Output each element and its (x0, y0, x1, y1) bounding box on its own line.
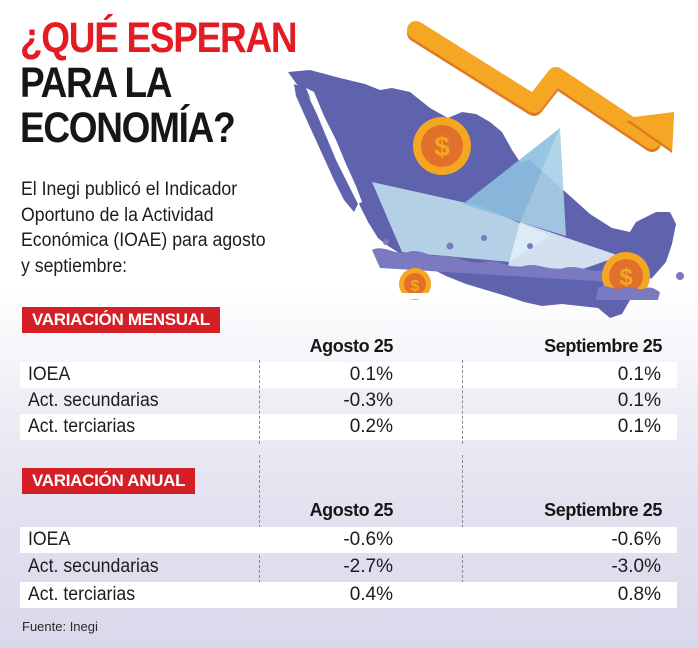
svg-text:$: $ (619, 264, 633, 291)
row-label: IOEA (28, 364, 71, 385)
svg-text:$: $ (411, 278, 420, 295)
value-agosto: -0.3% (343, 390, 393, 411)
coin-dollar-icon: $ (394, 268, 438, 300)
value-septiembre: 0.1% (617, 390, 661, 411)
row-label: Act. secundarias (28, 556, 159, 577)
illustration: $ $ $ (280, 0, 698, 330)
annual-col-septiembre: Septiembre 25 (544, 500, 662, 520)
coin-dollar-icon: $ (413, 117, 471, 175)
column-divider (259, 360, 260, 444)
row-label: IOEA (28, 529, 71, 550)
down-trend-arrow-icon (407, 21, 674, 153)
coin-dollar-icon: $ (596, 252, 660, 300)
value-agosto: 0.1% (349, 364, 393, 385)
monthly-col-agosto: Agosto 25 (309, 336, 394, 356)
source-note: Fuente: Inegi (22, 619, 98, 634)
paper-boat-icon (372, 128, 620, 270)
row-label: Act. secundarias (28, 390, 159, 411)
value-septiembre: 0.1% (617, 364, 661, 385)
annual-section-label: VARIACIÓN ANUAL (22, 468, 196, 494)
water-splash-icon (372, 235, 684, 282)
column-divider (462, 360, 463, 444)
intro-text: El Inegi publicó el Indicador Oportuno d… (21, 179, 266, 277)
table-row: Act. secundarias -2.7% -3.0% (20, 554, 677, 580)
annual-col-agosto: Agosto 25 (309, 500, 394, 520)
value-agosto: -0.6% (343, 529, 393, 550)
table-row: Act. secundarias -0.3% 0.1% (20, 388, 677, 414)
headline-line-1: ¿QUÉ ESPERAN (20, 14, 298, 62)
value-septiembre: 0.8% (617, 584, 661, 605)
table-row: Act. terciarias 0.2% 0.1% (20, 414, 677, 440)
headline-line-2: PARA LA (20, 59, 173, 107)
row-label: Act. terciarias (28, 416, 136, 437)
table-row: Act. terciarias 0.4% 0.8% (20, 582, 677, 608)
headline-line-3: ECONOMÍA? (20, 104, 236, 152)
row-label: Act. terciarias (28, 584, 136, 605)
value-agosto: 0.4% (349, 584, 393, 605)
table-row: IOEA 0.1% 0.1% (20, 362, 677, 388)
value-agosto: -2.7% (343, 556, 393, 577)
svg-text:$: $ (434, 131, 450, 162)
value-septiembre: 0.1% (617, 416, 661, 437)
value-septiembre: -0.6% (611, 529, 661, 550)
monthly-section-label: VARIACIÓN MENSUAL (22, 307, 220, 333)
table-row: IOEA -0.6% -0.6% (20, 527, 677, 553)
value-agosto: 0.2% (349, 416, 393, 437)
value-septiembre: -3.0% (611, 556, 661, 577)
monthly-col-septiembre: Septiembre 25 (544, 336, 662, 356)
headline: ¿QUÉ ESPERAN PARA LA ECONOMÍA? (20, 14, 298, 152)
illustration-graphic: $ $ $ (288, 21, 684, 318)
